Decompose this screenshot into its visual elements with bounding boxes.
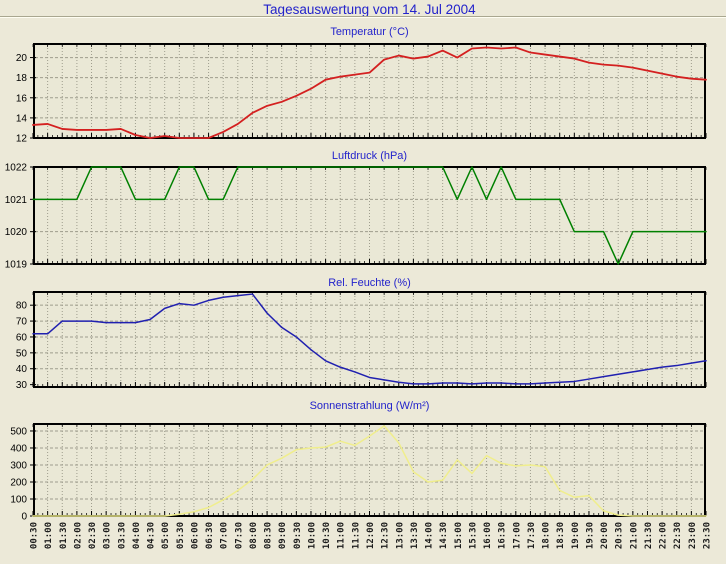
- x-tick-label: 21:30: [644, 522, 654, 549]
- x-tick-label: 07:30: [234, 522, 244, 549]
- x-tick-label: 06:30: [205, 522, 215, 549]
- x-tick-label: 11:00: [337, 522, 347, 549]
- x-tick-label: 23:00: [688, 522, 698, 549]
- y-tick-label: 70: [16, 317, 28, 328]
- x-tick-label: 17:00: [512, 522, 522, 549]
- plot-border: [33, 291, 706, 388]
- x-tick-label: 08:30: [264, 522, 274, 549]
- pressure-chart: 1019 1020 1021 1022: [5, 163, 707, 271]
- temperature-chart: 12 14 16 18 20: [16, 43, 707, 145]
- x-tick-label: 09:00: [278, 522, 288, 549]
- y-tick-label: 300: [10, 460, 27, 471]
- y-tick-label: 16: [16, 93, 28, 104]
- y-tick-label: 18: [16, 73, 28, 84]
- x-tick-label: 23:30: [703, 522, 713, 549]
- radiation-line: [32, 425, 707, 517]
- x-tick-label: 19:30: [585, 522, 595, 549]
- x-tick-label: 18:30: [556, 522, 566, 549]
- x-tick-label: 04:00: [132, 522, 142, 549]
- plot-border: [33, 423, 706, 517]
- y-tick-label: 200: [10, 477, 27, 488]
- x-tick-label: 10:30: [322, 522, 332, 549]
- x-tick-label: 02:30: [88, 522, 98, 549]
- plot-area: [33, 166, 706, 265]
- x-tick-label: 22:00: [659, 522, 669, 549]
- y-tick-label: 400: [10, 443, 27, 454]
- x-tick-label: 00:30: [30, 522, 40, 549]
- x-tick-label: 21:00: [629, 522, 639, 549]
- chart-title-radiation: Sonnenstrahlung (W/m²): [309, 400, 430, 412]
- x-tick-label: 19:00: [571, 522, 581, 549]
- y-tick-label: 80: [16, 301, 28, 312]
- page-title: Tagesauswertung vom 14. Jul 2004: [263, 2, 476, 17]
- y-tick-label: 12: [16, 134, 28, 145]
- y-tick-label: 1020: [5, 227, 28, 238]
- x-tick-label: 15:30: [468, 522, 478, 549]
- humidity-chart: 30 40 50 60 70 80: [16, 291, 707, 391]
- x-tick-label: 07:00: [220, 522, 230, 549]
- x-tick-label: 03:00: [103, 522, 113, 549]
- x-tick-label: 16:30: [498, 522, 508, 549]
- x-tick-label: 20:00: [600, 522, 610, 549]
- x-tick-label: 20:30: [615, 522, 625, 549]
- y-tick-label: 14: [16, 113, 28, 124]
- y-tick-label: 1019: [5, 260, 28, 271]
- y-tick-label: 1022: [5, 163, 28, 174]
- x-tick-label: 10:00: [307, 522, 317, 549]
- title-separator: [0, 16, 726, 18]
- y-tick-label: 20: [16, 53, 28, 64]
- x-tick-label: 14:30: [439, 522, 449, 549]
- y-tick-label: 50: [16, 348, 28, 359]
- y-tick-label: 500: [10, 426, 27, 437]
- chart-title-pressure: Luftdruck (hPa): [331, 150, 408, 162]
- y-tick-label: 40: [16, 364, 28, 375]
- x-tick-label: 01:00: [44, 522, 54, 549]
- pressure-line: [32, 166, 707, 265]
- x-tick-label: 11:30: [351, 522, 361, 549]
- x-tick-label: 02:00: [73, 522, 83, 549]
- y-tick-label: 100: [10, 494, 27, 505]
- x-tick-label: 04:30: [147, 522, 157, 549]
- x-tick-label: 09:30: [293, 522, 303, 549]
- x-tick-label: 22:30: [673, 522, 683, 549]
- x-tick-label: 03:30: [117, 522, 127, 549]
- y-tick-label: 0: [21, 512, 27, 523]
- x-tick-label: 14:00: [425, 522, 435, 549]
- x-tick-label: 05:00: [161, 522, 171, 549]
- y-tick-label: 30: [16, 380, 28, 391]
- x-tick-label: 15:00: [454, 522, 464, 549]
- x-tick-label: 18:00: [542, 522, 552, 549]
- x-tick-label: 05:30: [176, 522, 186, 549]
- chart-title-temperature: Temperatur (°C): [330, 26, 409, 38]
- x-tick-label: 16:00: [483, 522, 493, 549]
- temperature-line: [32, 46, 707, 139]
- x-tick-label: 08:00: [249, 522, 259, 549]
- x-tick-label: 12:30: [381, 522, 391, 549]
- x-tick-label: 12:00: [366, 522, 376, 549]
- x-tick-label: 13:00: [395, 522, 405, 549]
- plot-border: [33, 43, 706, 139]
- chart-title-humidity: Rel. Feuchte (%): [328, 277, 411, 289]
- radiation-chart: 0 100 200 300 400 500: [10, 423, 707, 523]
- humidity-line: [32, 293, 707, 385]
- x-tick-label: 13:30: [410, 522, 420, 549]
- y-tick-label: 60: [16, 332, 28, 343]
- y-tick-label: 1021: [5, 195, 28, 206]
- x-tick-label: 06:00: [190, 522, 200, 549]
- x-tick-label: 01:30: [59, 522, 69, 549]
- x-axis-labels: 00:30 01:00 01:30 02:00 02:30 03:00 03:30 04:00…: [30, 522, 713, 549]
- x-tick-label: 17:30: [527, 522, 537, 549]
